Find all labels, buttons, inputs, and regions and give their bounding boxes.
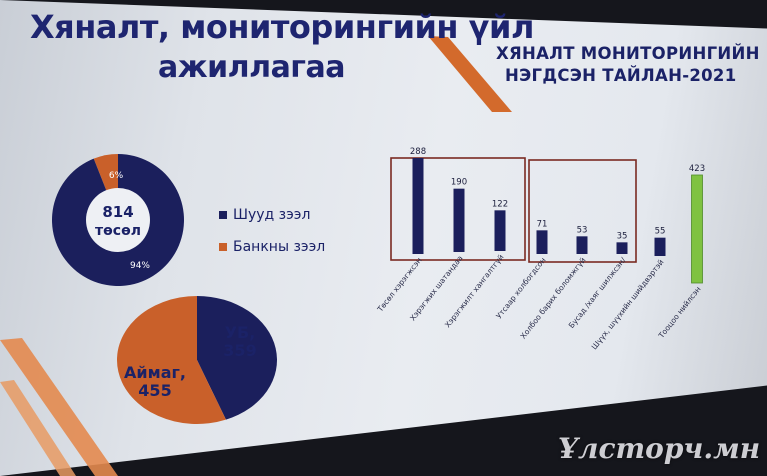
legend-item-direct: Шууд зээл <box>219 204 310 223</box>
bar-6 <box>654 237 666 256</box>
bar-group-box-1 <box>528 159 637 263</box>
report-title-line2: НЭГДСЭН ТАЙЛАН-2021 <box>505 66 737 85</box>
bar-2 <box>494 210 506 251</box>
bar-value-1: 190 <box>451 178 467 188</box>
orange-stripe-bottom-left-2 <box>0 380 76 476</box>
pie-value-ub: 359 <box>223 341 256 360</box>
bar-value-6: 55 <box>655 227 666 237</box>
bar-0 <box>412 158 424 254</box>
pie-label-aimag: Аймаг, <box>124 363 186 382</box>
legend-label-direct: Шууд зээл <box>233 207 311 223</box>
pie-label-ub: УБ, <box>225 323 256 342</box>
legend-item-bank: Банкны зээл <box>219 236 325 255</box>
site-watermark: Ұлсторч.мн <box>558 432 761 465</box>
donut-slice-label-bank: 6% <box>109 171 124 181</box>
bar-category-label-4: Холбоо барих боломжгүй <box>519 256 588 341</box>
bar-1 <box>453 188 465 252</box>
pie-slice-1 <box>117 296 226 424</box>
bar-value-4: 53 <box>577 225 588 235</box>
slide-title-line2: ажиллагаа <box>158 50 345 85</box>
bar-value-0: 288 <box>410 147 426 157</box>
bar-7 <box>691 174 703 284</box>
bar-category-label-6: Шүүх, шүүхийн шийдвэртэй <box>590 258 666 352</box>
bar-5 <box>616 242 628 254</box>
donut-center-unit: төсөл <box>95 223 141 239</box>
legend-swatch-direct <box>219 210 227 219</box>
orange-stripe-bottom-left-1 <box>0 338 118 476</box>
bar-category-label-7: Тооцоо нийлсэн <box>656 285 703 341</box>
report-title-line1: ХЯНАЛТ МОНИТОРИНГИЙН <box>496 44 760 63</box>
bar-value-7: 423 <box>689 164 705 174</box>
pie-value-aimag: 455 <box>138 381 171 400</box>
orange-stripe-top <box>428 36 512 112</box>
legend-label-bank: Банкны зээл <box>233 239 326 255</box>
bar-3 <box>536 230 548 254</box>
bar-value-2: 122 <box>492 199 508 209</box>
pie-slice-0 <box>197 296 278 420</box>
bar-value-3: 71 <box>537 219 548 229</box>
bar-value-5: 35 <box>617 231 628 241</box>
legend-swatch-bank <box>219 242 227 251</box>
donut-hole <box>86 188 150 252</box>
bar-group-box-0 <box>390 157 526 261</box>
donut-center-value: 814 <box>102 203 133 221</box>
slide-title-line1: Хяналт, мониторингийн үйл <box>30 8 534 46</box>
donut-slice-label-direct: 94% <box>130 261 150 271</box>
bar-4 <box>576 236 588 254</box>
